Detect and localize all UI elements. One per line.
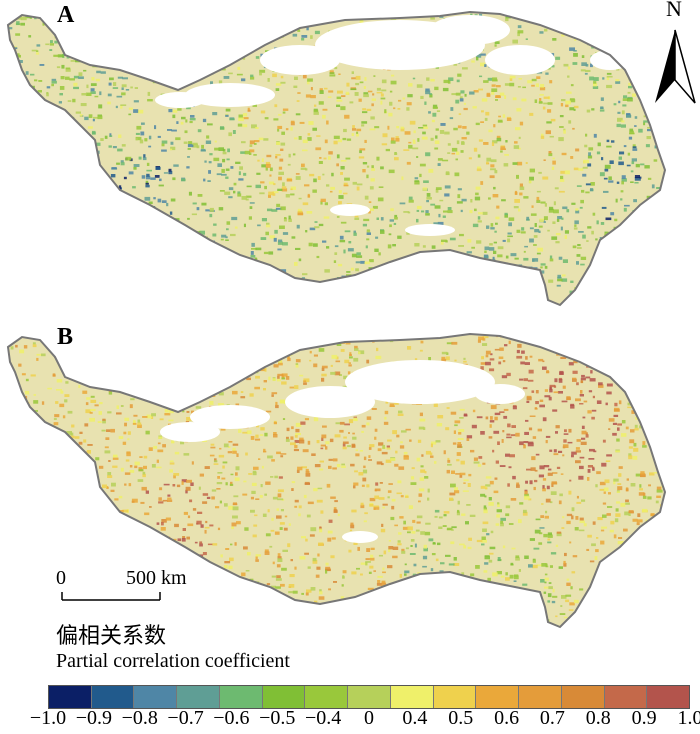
legend-title-chinese: 偏相关系数 xyxy=(56,624,167,649)
legend-tick-label: −0.9 xyxy=(75,707,112,729)
panel-label-a: A xyxy=(57,2,75,28)
legend-swatch xyxy=(219,686,263,708)
scale-bar-icon xyxy=(61,592,161,601)
legend-swatch xyxy=(49,686,92,708)
scale-start-label: 0 xyxy=(56,567,66,589)
panel-label-b: B xyxy=(57,324,74,350)
legend-tick-label: 0.9 xyxy=(631,707,657,729)
legend-tick-label: −0.4 xyxy=(305,707,342,729)
legend-swatch xyxy=(305,686,349,708)
legend-swatch xyxy=(433,686,477,708)
legend-tick-label: 0.6 xyxy=(494,707,520,729)
legend-swatch xyxy=(262,686,306,708)
legend-swatch xyxy=(91,686,135,708)
legend-tick-label: 0 xyxy=(364,707,374,729)
legend-swatch xyxy=(476,686,520,708)
north-arrow-icon xyxy=(655,29,696,104)
legend-tick-label: −0.6 xyxy=(213,707,250,729)
legend-tick-label: −0.8 xyxy=(121,707,158,729)
legend-tick-label: 0.5 xyxy=(448,707,474,729)
map-panel-b xyxy=(6,332,667,629)
legend-tick-label: −1.0 xyxy=(29,707,67,729)
map-panel-a xyxy=(6,10,667,307)
legend-swatch xyxy=(519,686,562,708)
legend-tick-label: 1.0 xyxy=(677,707,700,729)
legend-tick-label: 0.4 xyxy=(402,707,428,729)
scale-end-label: 500 km xyxy=(126,567,187,589)
legend-tick-label: 0.8 xyxy=(585,707,611,729)
legend-title-english: Partial correlation coefficient xyxy=(56,650,290,672)
legend-swatch xyxy=(348,686,391,708)
legend-swatch xyxy=(604,686,648,708)
north-label: N xyxy=(666,0,682,21)
legend-color-bar xyxy=(48,685,690,709)
legend-swatch xyxy=(647,686,690,708)
legend-swatch xyxy=(177,686,220,708)
legend-tick-label: −0.7 xyxy=(167,707,204,729)
legend-swatch xyxy=(390,686,434,708)
legend-tick-label: 0.7 xyxy=(539,707,565,729)
legend-swatch xyxy=(134,686,178,708)
legend-tick-label: −0.5 xyxy=(259,707,296,729)
legend-swatch xyxy=(561,686,605,708)
